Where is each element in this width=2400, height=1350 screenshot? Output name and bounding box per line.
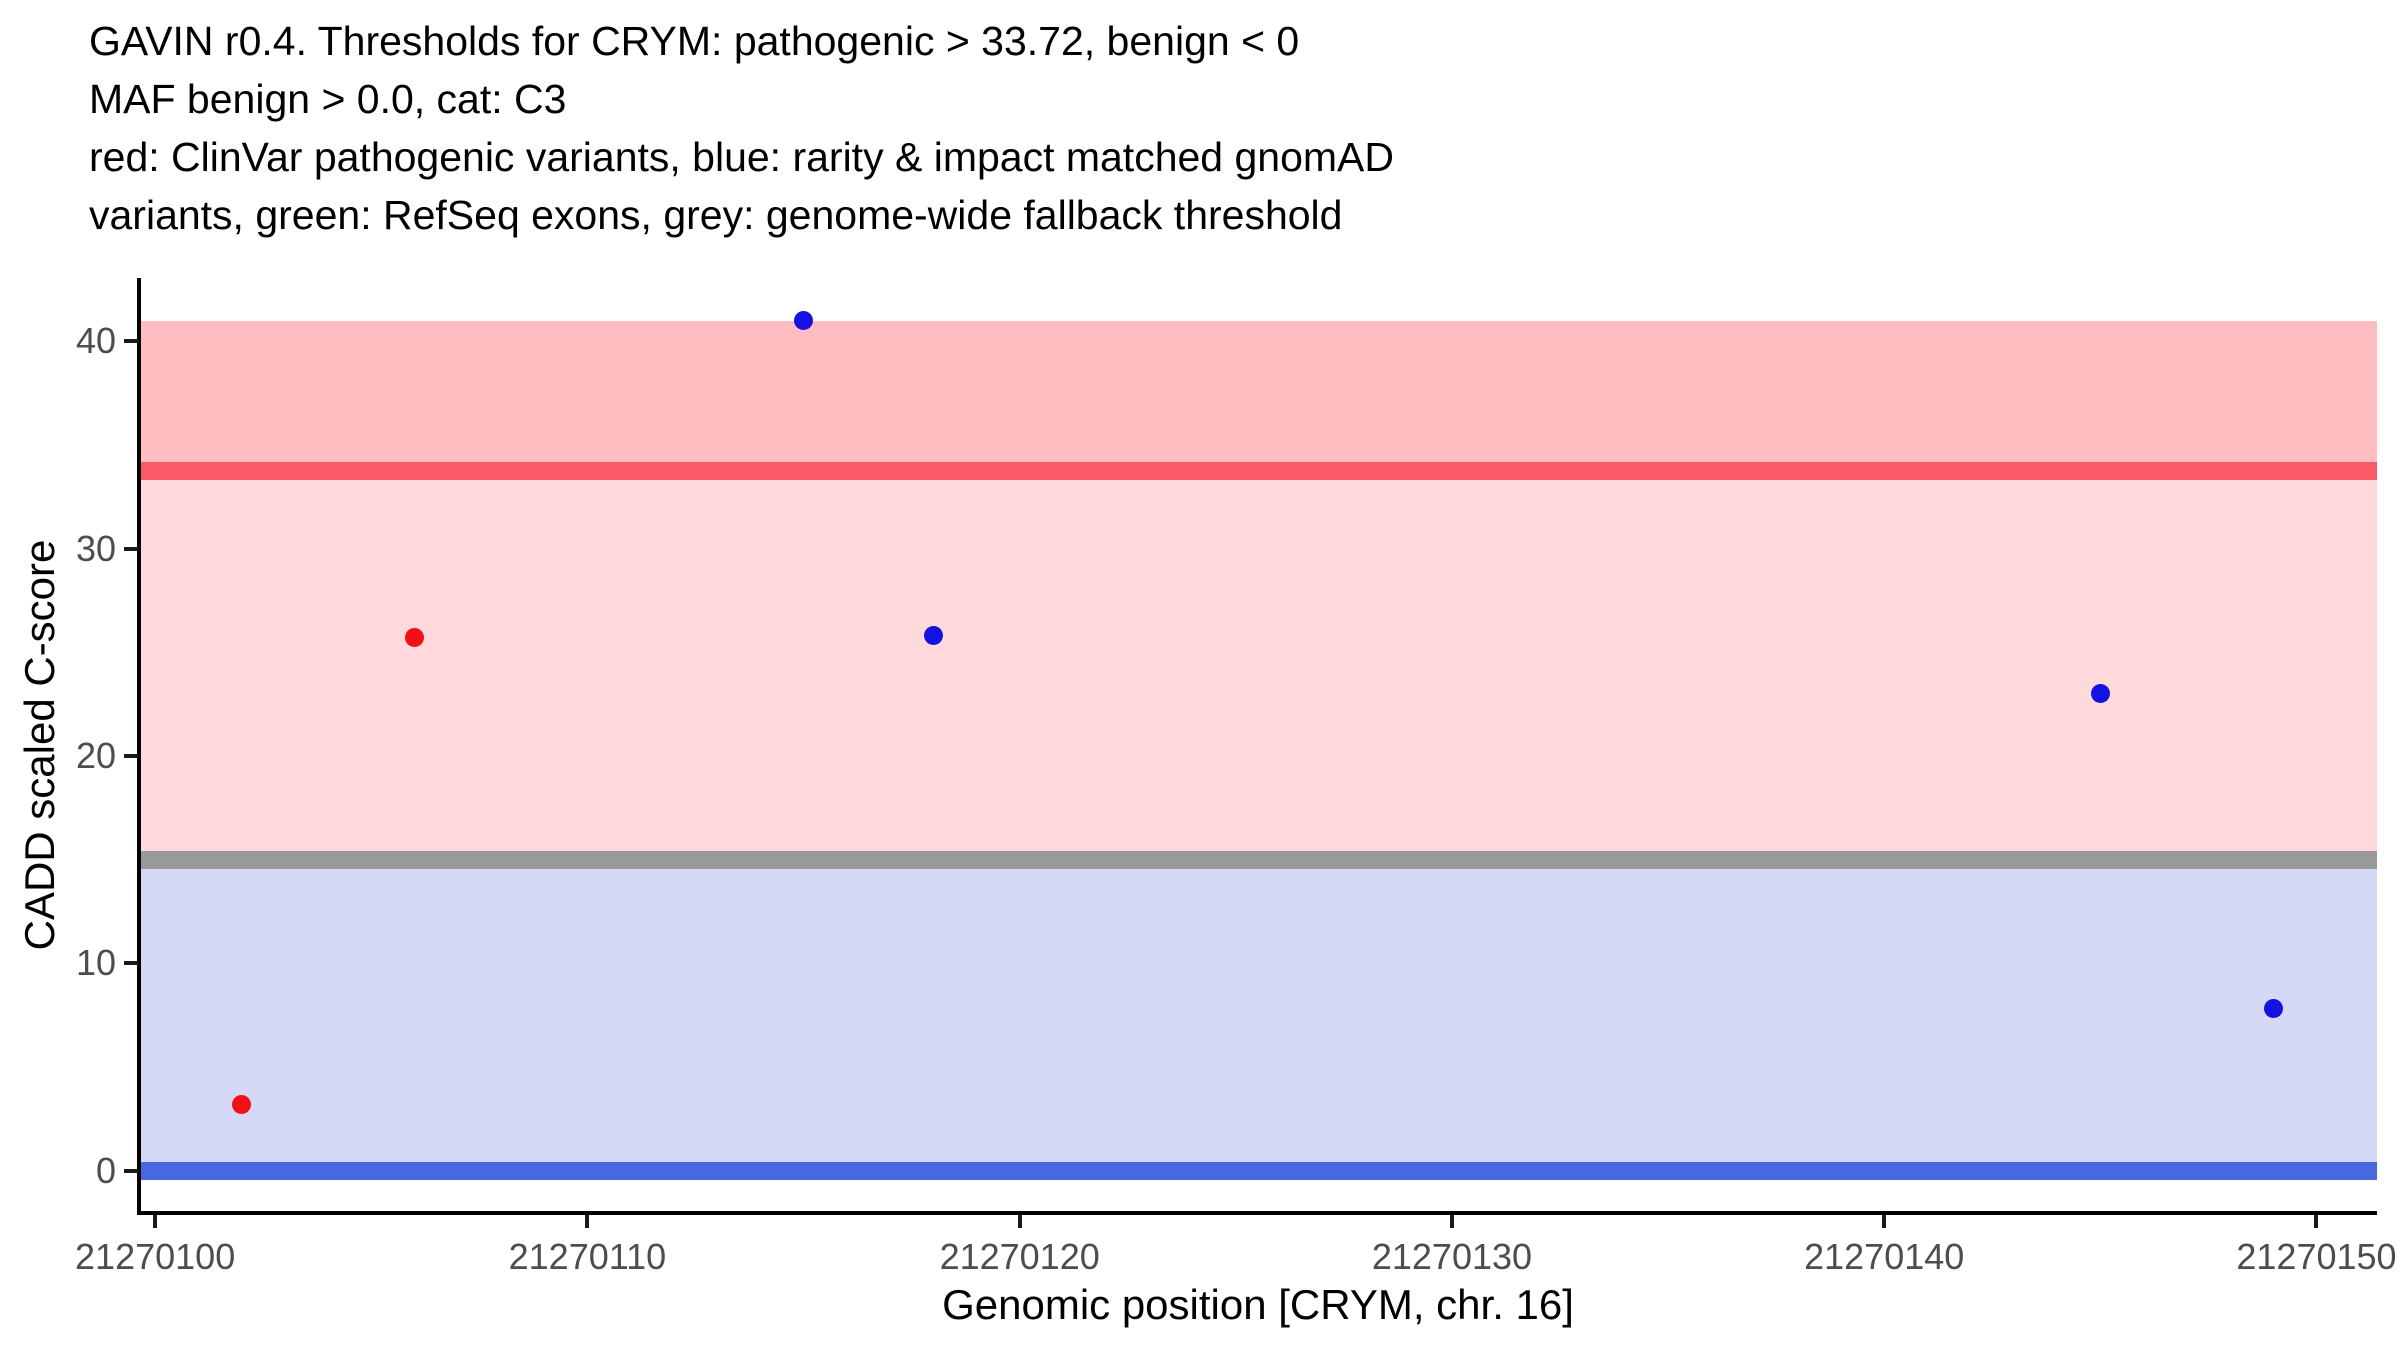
y-tick-mark xyxy=(124,339,138,344)
y-tick-label: 20 xyxy=(75,734,116,776)
x-tick-label: 21270120 xyxy=(939,1236,1100,1277)
y-tick-mark xyxy=(124,1168,138,1173)
x-tick-mark xyxy=(1882,1215,1887,1228)
y-axis-title: CADD scaled C-score xyxy=(16,539,63,951)
y-tick-label: 40 xyxy=(75,320,116,362)
y-axis-line xyxy=(137,278,141,1215)
plot-title-line-2: MAF benign > 0.0, cat: C3 xyxy=(89,76,567,122)
x-tick-mark xyxy=(153,1215,158,1228)
x-tick-mark xyxy=(2314,1215,2319,1228)
x-tick-label: 21270110 xyxy=(508,1236,667,1277)
x-axis-line xyxy=(137,1211,2377,1215)
x-tick-mark xyxy=(585,1215,590,1228)
y-tick-label: 0 xyxy=(95,1149,116,1191)
y-tick-mark xyxy=(124,753,138,758)
x-tick-label: 21270100 xyxy=(75,1236,236,1277)
y-tick-mark xyxy=(124,546,138,551)
gnomad-matched-point xyxy=(2263,999,2283,1019)
gnomad-matched-point xyxy=(794,311,814,330)
y-tick-mark xyxy=(124,961,138,966)
x-tick-label: 21270130 xyxy=(1371,1236,1533,1277)
benign-zone-band xyxy=(140,859,2377,1171)
y-tick-label: 30 xyxy=(75,527,116,569)
gnomad-matched-point xyxy=(2090,684,2110,704)
plot-title-line-1: GAVIN r0.4. Thresholds for CRYM: pathoge… xyxy=(89,18,1300,64)
benign-threshold-line xyxy=(140,1161,2377,1180)
plot-title-line-4: variants, green: RefSeq exons, grey: gen… xyxy=(89,192,1343,238)
pathogenic-threshold-line xyxy=(140,462,2377,481)
x-tick-mark xyxy=(1017,1215,1022,1228)
x-tick-mark xyxy=(1449,1215,1454,1228)
plot-title-line-3: red: ClinVar pathogenic variants, blue: … xyxy=(89,134,1395,180)
pathogenic-zone-band xyxy=(140,320,2377,472)
y-tick-label: 10 xyxy=(75,942,116,984)
intermediate-zone-band xyxy=(140,471,2377,860)
x-axis-title: Genomic position [CRYM, chr. 16] xyxy=(942,1281,1574,1328)
plot-area xyxy=(140,278,2377,1213)
x-tick-label: 21270140 xyxy=(1804,1236,1965,1277)
x-tick-label: 21270150 xyxy=(2236,1236,2397,1277)
clinvar-pathogenic-point xyxy=(404,628,424,648)
genome-wide-fallback-threshold-line xyxy=(140,850,2377,869)
gnomad-matched-point xyxy=(923,626,943,646)
plot-title: GAVIN r0.4. Thresholds for CRYM: pathoge… xyxy=(89,12,1394,244)
clinvar-pathogenic-point xyxy=(232,1094,252,1114)
